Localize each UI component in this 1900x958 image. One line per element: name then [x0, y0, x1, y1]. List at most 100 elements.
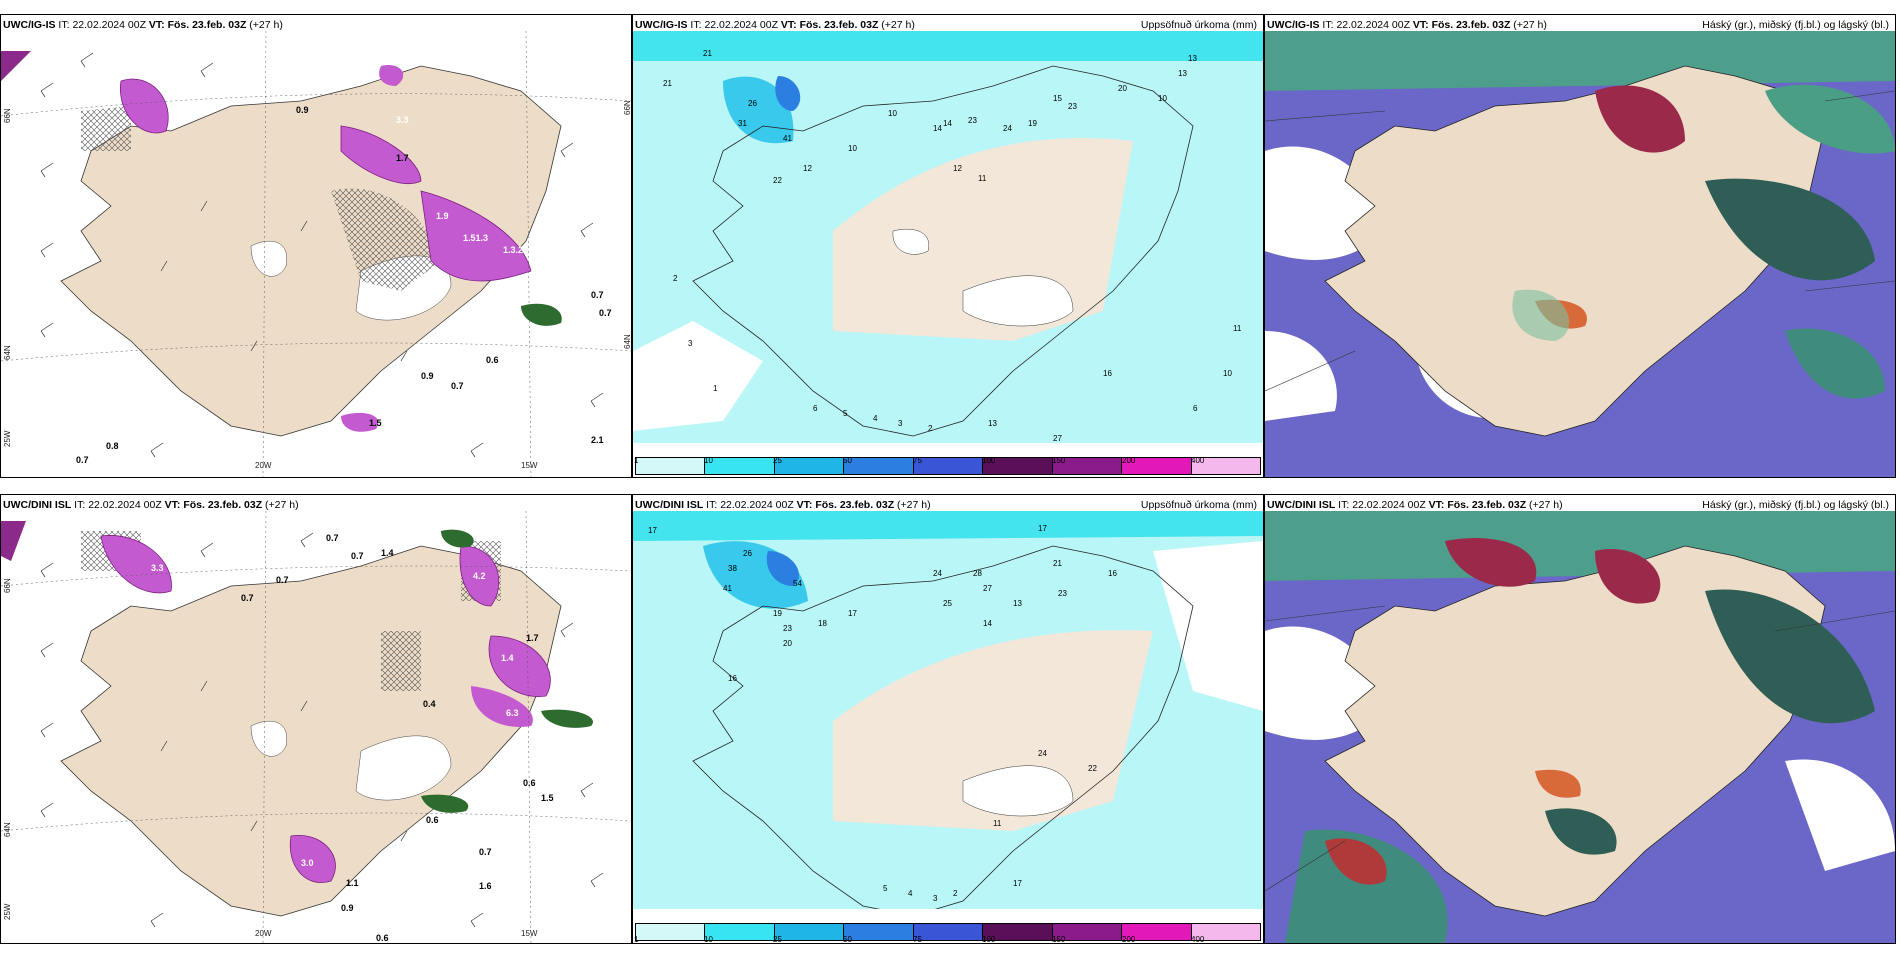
lat-label-66n: 66N [3, 578, 12, 593]
svg-text:21: 21 [663, 79, 672, 88]
lat-label-right-66n: 66N [623, 100, 632, 115]
svg-text:23: 23 [1068, 102, 1077, 111]
lon-label-25w: 25W [3, 430, 12, 447]
svg-text:0.7: 0.7 [76, 455, 89, 465]
svg-text:1.7: 1.7 [396, 153, 409, 163]
lon-label-20w: 20W [255, 929, 272, 938]
precip-colorbar [635, 923, 1261, 941]
lat-label-64n: 64N [3, 822, 12, 837]
svg-text:1.5: 1.5 [369, 418, 382, 428]
svg-text:54: 54 [793, 579, 802, 588]
svg-text:16: 16 [1103, 369, 1112, 378]
svg-text:2: 2 [928, 424, 933, 433]
map-frame: UWC/DINI ISL IT: 22.02.2024 00Z VT: Fös.… [0, 494, 632, 944]
map-clouds [1265, 511, 1895, 943]
map-frame: UWC/IG-IS IT: 22.02.2024 00Z VT: Fös. 23… [1264, 14, 1896, 478]
lon-label-20w: 20W [255, 461, 272, 470]
panel-wind-precip-top: UWC/IG-IS IT: 22.02.2024 00Z VT: Fös. 23… [0, 14, 632, 478]
svg-text:22: 22 [773, 176, 782, 185]
svg-text:20: 20 [1118, 84, 1127, 93]
svg-text:10: 10 [1158, 94, 1167, 103]
svg-text:0.7: 0.7 [326, 533, 339, 543]
svg-text:0.7: 0.7 [479, 847, 492, 857]
svg-text:3.0: 3.0 [301, 858, 314, 868]
svg-text:41: 41 [723, 584, 732, 593]
svg-text:0.6: 0.6 [426, 815, 439, 825]
svg-text:0.9: 0.9 [421, 371, 434, 381]
panel-clouds-bottom: UWC/DINI ISL IT: 22.02.2024 00Z VT: Fös.… [1264, 494, 1896, 958]
svg-text:3: 3 [898, 419, 903, 428]
svg-text:13: 13 [988, 419, 997, 428]
svg-text:21: 21 [1053, 559, 1062, 568]
svg-text:14: 14 [933, 124, 942, 133]
svg-text:0.4: 0.4 [423, 699, 436, 709]
svg-text:24: 24 [1003, 124, 1012, 133]
svg-text:22: 22 [1088, 764, 1097, 773]
svg-text:17: 17 [848, 609, 857, 618]
svg-text:4: 4 [908, 889, 913, 898]
svg-text:27: 27 [983, 584, 992, 593]
svg-text:11: 11 [1233, 324, 1242, 333]
svg-text:1.1: 1.1 [346, 878, 359, 888]
svg-text:19: 19 [1028, 119, 1037, 128]
map-clouds [1265, 31, 1895, 477]
svg-text:0.7: 0.7 [241, 593, 254, 603]
panel-title: UWC/DINI ISL IT: 22.02.2024 00Z VT: Fös.… [635, 499, 931, 511]
svg-text:25: 25 [943, 599, 952, 608]
svg-text:6.3: 6.3 [506, 708, 519, 718]
svg-text:26: 26 [748, 99, 757, 108]
panel-field-title: Háský (gr.), miðský (fj.bl.) og lágský (… [1702, 19, 1889, 31]
precip-colorbar [635, 457, 1261, 475]
svg-text:1.4: 1.4 [381, 548, 394, 558]
svg-text:10: 10 [1223, 369, 1232, 378]
svg-text:5: 5 [883, 884, 888, 893]
svg-text:4: 4 [873, 414, 878, 423]
svg-text:16: 16 [728, 674, 737, 683]
svg-text:1.4: 1.4 [501, 653, 514, 663]
svg-text:41: 41 [783, 134, 792, 143]
svg-text:0.7: 0.7 [599, 308, 612, 318]
svg-text:27: 27 [1053, 434, 1062, 443]
svg-text:0.9: 0.9 [296, 105, 309, 115]
svg-text:1.51.3: 1.51.3 [463, 233, 488, 243]
svg-text:10: 10 [888, 109, 897, 118]
svg-text:17: 17 [1013, 879, 1022, 888]
svg-text:0.7: 0.7 [351, 551, 364, 561]
lon-label-25w: 25W [3, 903, 12, 920]
svg-text:14: 14 [983, 619, 992, 628]
svg-text:6: 6 [813, 404, 818, 413]
map-frame: UWC/IG-IS IT: 22.02.2024 00Z VT: Fös. 23… [0, 14, 632, 478]
svg-text:11: 11 [993, 819, 1002, 828]
panel-title: UWC/IG-IS IT: 22.02.2024 00Z VT: Fös. 23… [3, 19, 283, 31]
svg-text:12: 12 [803, 164, 812, 173]
svg-text:19: 19 [773, 609, 782, 618]
svg-text:3.3: 3.3 [396, 115, 409, 125]
svg-text:20: 20 [783, 639, 792, 648]
svg-text:0.6: 0.6 [486, 355, 499, 365]
lon-label-15w: 15W [521, 929, 538, 938]
svg-text:0.9: 0.9 [341, 903, 354, 913]
svg-text:18: 18 [818, 619, 827, 628]
panel-wind-precip-bottom: UWC/DINI ISL IT: 22.02.2024 00Z VT: Fös.… [0, 494, 632, 958]
svg-text:0.7: 0.7 [451, 381, 464, 391]
svg-text:23: 23 [968, 116, 977, 125]
svg-text:28: 28 [973, 569, 982, 578]
panel-clouds-top: UWC/IG-IS IT: 22.02.2024 00Z VT: Fös. 23… [1264, 14, 1896, 478]
svg-text:3.3: 3.3 [151, 563, 164, 573]
svg-text:14: 14 [943, 119, 952, 128]
svg-text:2.6: 2.6 [506, 283, 519, 293]
svg-text:0.7: 0.7 [276, 575, 289, 585]
svg-text:31: 31 [738, 119, 747, 128]
svg-text:0.8: 0.8 [106, 441, 119, 451]
panel-title: UWC/IG-IS IT: 22.02.2024 00Z VT: Fös. 23… [635, 19, 915, 31]
svg-text:24: 24 [1038, 749, 1047, 758]
svg-text:3.1: 3.1 [501, 293, 514, 303]
panel-title: UWC/DINI ISL IT: 22.02.2024 00Z VT: Fös.… [3, 499, 299, 511]
svg-text:13: 13 [1188, 54, 1197, 63]
svg-text:3: 3 [933, 894, 938, 903]
svg-text:0.6: 0.6 [523, 778, 536, 788]
svg-text:38: 38 [728, 564, 737, 573]
svg-text:3: 3 [688, 339, 693, 348]
svg-text:10: 10 [848, 144, 857, 153]
